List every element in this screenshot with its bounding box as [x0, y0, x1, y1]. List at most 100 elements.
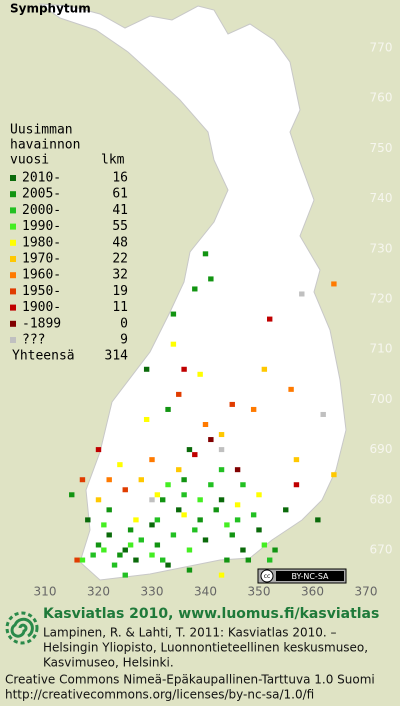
northing-label: 770	[370, 41, 393, 55]
observation-square	[143, 366, 150, 372]
easting-label: 330	[141, 585, 164, 599]
legend-label: 1960-	[22, 268, 61, 283]
observation-square	[154, 542, 161, 548]
observation-square	[208, 482, 214, 488]
observation-square	[181, 477, 187, 483]
legend-count: 61	[112, 187, 128, 202]
legend-heading: Uusimman	[10, 123, 73, 138]
observation-square	[218, 572, 225, 578]
legend-swatch	[10, 337, 16, 343]
observation-square	[165, 482, 171, 488]
legend-label: ???	[22, 333, 45, 348]
observation-square	[74, 557, 80, 563]
observation-square	[192, 286, 198, 292]
observation-square	[111, 562, 118, 568]
observation-square	[186, 567, 193, 573]
observation-square	[95, 542, 102, 548]
observation-square	[149, 522, 155, 528]
observation-square	[288, 386, 294, 392]
observation-square	[122, 487, 128, 493]
northing-label: 760	[370, 91, 393, 105]
observation-square	[250, 512, 257, 518]
observation-square	[218, 447, 225, 453]
observation-square	[208, 276, 214, 282]
observation-square	[320, 411, 326, 417]
observation-square	[218, 432, 225, 438]
northing-label: 700	[370, 392, 393, 406]
observation-square	[106, 477, 112, 483]
badge-text: BY-NC-SA	[291, 572, 329, 581]
observation-square	[101, 522, 107, 528]
observation-square	[202, 422, 209, 427]
observation-square	[218, 497, 225, 503]
observation-square	[176, 467, 182, 473]
observation-square	[240, 482, 246, 488]
easting-label: 310	[34, 585, 57, 599]
northing-label: 720	[370, 292, 393, 306]
observation-square	[127, 542, 134, 548]
observation-square	[186, 547, 193, 553]
legend-count-heading: lkm	[101, 153, 125, 168]
observation-square	[95, 447, 102, 453]
legend-swatch	[10, 207, 16, 214]
legend-swatch	[10, 288, 16, 295]
observation-square	[165, 406, 171, 412]
observation-square	[315, 517, 321, 523]
observation-square	[170, 311, 177, 317]
legend-swatch	[10, 223, 16, 230]
easting-label: 320	[87, 585, 110, 599]
observation-square	[154, 492, 161, 498]
legend-label: 2010-	[22, 171, 61, 186]
observation-square	[106, 532, 112, 538]
observation-square	[299, 291, 305, 297]
legend-label: 2005-	[22, 187, 61, 202]
observation-square	[160, 497, 166, 503]
legend-swatch	[10, 304, 16, 311]
observation-square	[79, 557, 86, 563]
observation-square	[229, 532, 235, 538]
observation-square	[138, 537, 144, 543]
observation-square	[267, 557, 273, 563]
legend-count: 48	[112, 235, 128, 250]
observation-square	[154, 517, 161, 523]
legend-heading: vuosi	[10, 153, 49, 168]
legend-count: 0	[120, 316, 128, 331]
observation-square	[122, 572, 128, 578]
legend-count: 11	[112, 300, 128, 315]
legend-label: 1990-	[22, 219, 61, 234]
easting-label: 360	[301, 585, 324, 599]
easting-label: 340	[194, 585, 217, 599]
observation-square	[272, 547, 278, 553]
observation-square	[261, 542, 268, 548]
observation-square	[176, 391, 182, 397]
northing-label: 740	[370, 191, 393, 205]
observation-square	[122, 547, 128, 553]
legend-label: 1980-	[22, 235, 61, 250]
observation-square	[224, 557, 230, 563]
citation-line: Lampinen, R. & Lahti, T. 2011: Kasviatla…	[43, 626, 337, 640]
observation-square	[197, 371, 203, 377]
license-line: Creative Commons Nimeä-Epäkaupallinen-Ta…	[5, 673, 375, 687]
observation-square	[261, 366, 268, 372]
observation-square	[245, 557, 251, 563]
legend-swatch	[10, 239, 16, 246]
legend-count: 16	[112, 171, 128, 186]
northing-label: 690	[370, 442, 393, 456]
northing-label: 710	[370, 342, 393, 356]
citation-line: Helsingin Yliopisto, Luonnontieteellinen…	[43, 641, 368, 655]
observation-square	[229, 401, 235, 407]
logo	[5, 611, 39, 645]
legend-label: 1900-	[22, 300, 61, 315]
observation-square	[234, 517, 241, 523]
observation-square	[181, 512, 187, 518]
observation-square	[293, 482, 300, 488]
legend-count: 32	[112, 268, 128, 283]
country-outline	[38, 3, 347, 581]
observation-square	[283, 507, 289, 513]
observation-square	[149, 497, 155, 503]
observation-square	[106, 507, 112, 513]
observation-square	[213, 507, 219, 513]
